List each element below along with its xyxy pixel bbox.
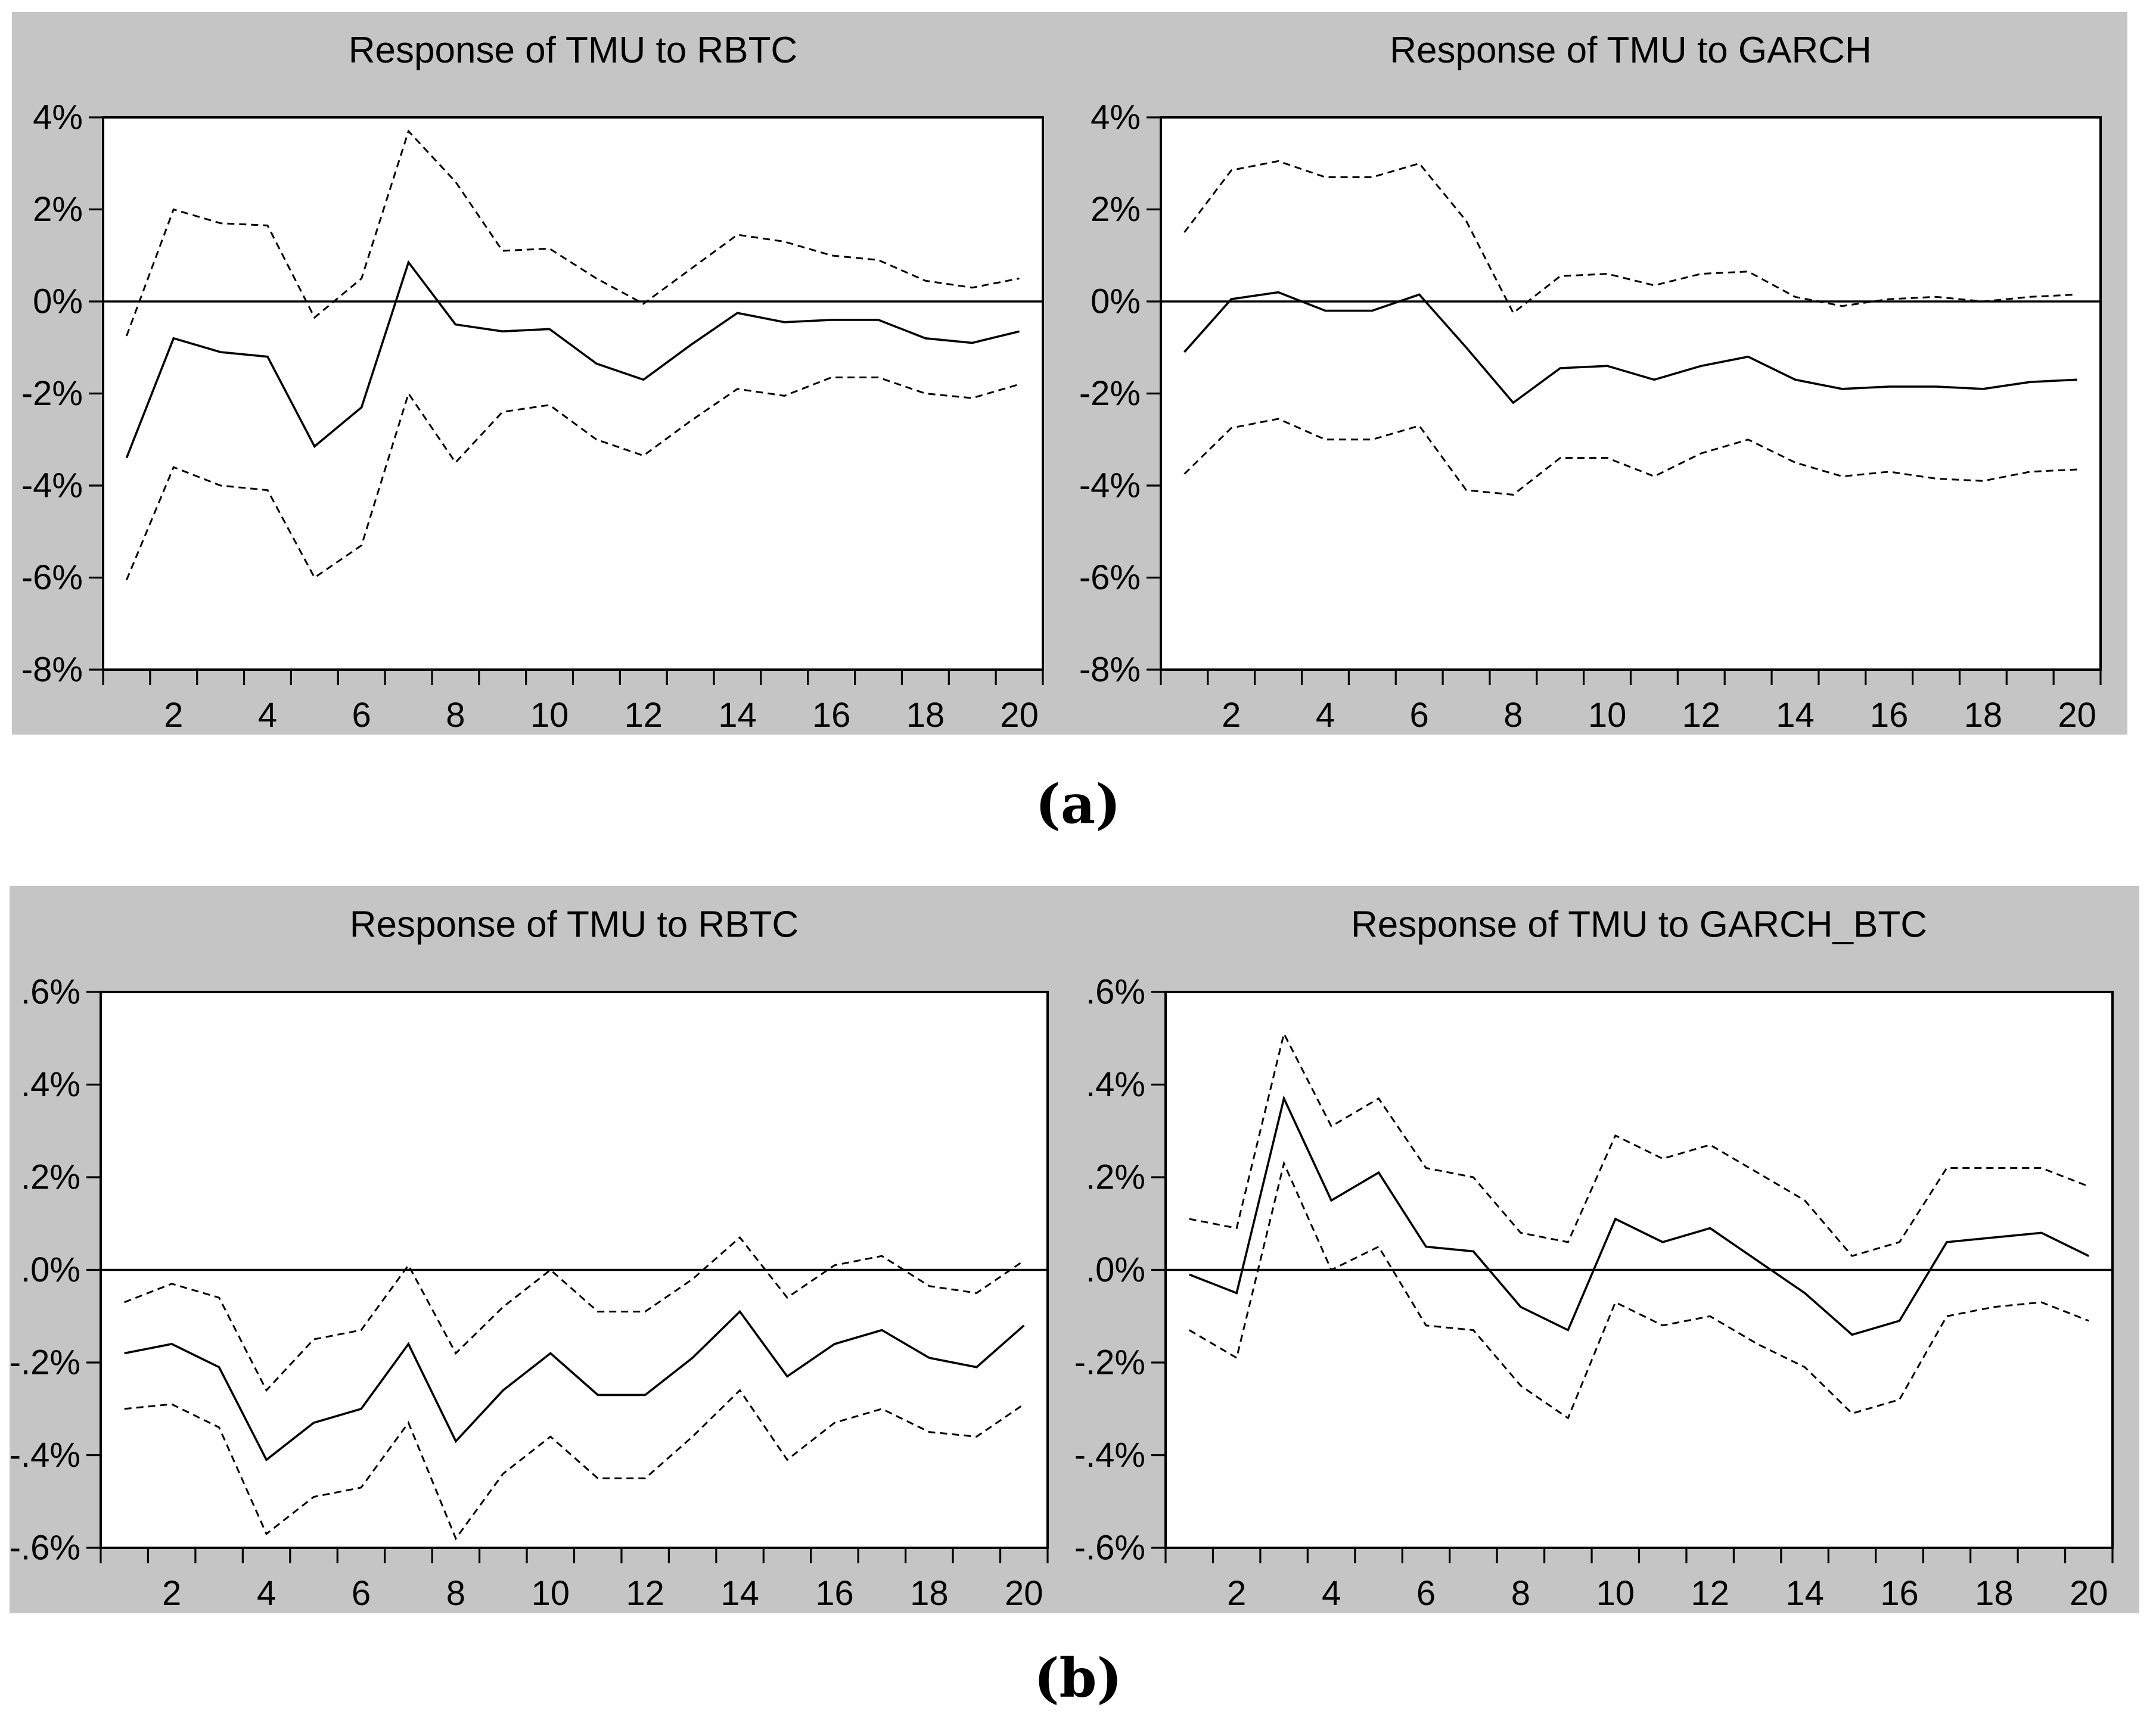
- y-tick-label: .2%: [21, 1158, 80, 1197]
- panel-a-label: (a): [1035, 773, 1121, 836]
- x-tick-label: 20: [2070, 1574, 2108, 1613]
- x-tick-label: 8: [1511, 1574, 1530, 1613]
- y-tick-label: 4%: [33, 98, 83, 137]
- x-tick-label: 8: [1503, 696, 1523, 735]
- chart-response-tmu-garch: Response of TMU to GARCH 4% 2% 0% -2% -4% -6% -…: [1070, 12, 2127, 735]
- panel-b: Response of TMU to RBTC .6% .4% .2% .0% -.2% -…: [10, 886, 2139, 1613]
- x-tick-label: 10: [532, 1574, 570, 1613]
- x-tick-label: 2: [162, 1574, 181, 1613]
- chart-title: Response of TMU to RBTC: [350, 904, 799, 945]
- chart-response-tmu-garch-btc: Response of TMU to GARCH_BTC .6% .4% .2% .0%…: [1074, 886, 2139, 1613]
- y-tick-label: .0%: [1086, 1251, 1145, 1289]
- y-tick-label: -.6%: [10, 1529, 80, 1567]
- y-tick-label: -2%: [1079, 374, 1141, 413]
- line-chart-tmu-rbtc-b: Response of TMU to RBTC .6% .4% .2% .0% -.2% -…: [10, 904, 1049, 1613]
- y-tick-label: .6%: [21, 973, 80, 1012]
- x-tick-label: 10: [530, 696, 569, 735]
- x-tick-label: 18: [1964, 696, 2003, 735]
- y-tick-label: .0%: [21, 1251, 80, 1289]
- x-tick-label: 20: [1005, 1574, 1043, 1613]
- x-tick-label: 6: [1410, 696, 1429, 735]
- x-tick-label: 2: [1222, 696, 1241, 735]
- x-tick-label: 18: [906, 696, 945, 735]
- x-tick-label: 14: [718, 696, 757, 735]
- x-tick-label: 20: [1000, 696, 1039, 735]
- plot-area: [102, 116, 1044, 671]
- plot-area: [1160, 116, 2102, 671]
- x-tick-label: 4: [1322, 1574, 1341, 1613]
- x-tick-label: 4: [257, 1574, 276, 1613]
- y-tick-label: -8%: [1079, 651, 1141, 689]
- x-tick-label: 4: [258, 696, 277, 735]
- y-tick-label: -.2%: [1074, 1343, 1145, 1382]
- y-tick-label: 4%: [1091, 98, 1141, 137]
- y-tick-label: -6%: [1079, 558, 1141, 597]
- series-lower-band: [126, 377, 1020, 580]
- series-response: [125, 260, 1020, 459]
- x-tick-label: 14: [1785, 1574, 1824, 1613]
- y-tick-label: 2%: [1091, 190, 1141, 229]
- y-tick-label: .6%: [1086, 973, 1145, 1012]
- series-upper-band: [1189, 1031, 2089, 1257]
- series-response: [124, 1309, 1025, 1462]
- panel-b-label: (b): [1033, 1647, 1123, 1710]
- x-tick-label: 10: [1596, 1574, 1635, 1613]
- chart-response-tmu-rbtc-b: Response of TMU to RBTC .6% .4% .2% .0% -.2% -…: [10, 886, 1074, 1613]
- x-tick-label: 18: [1975, 1574, 2014, 1613]
- x-tick-label: 12: [625, 696, 663, 735]
- x-tick-label: 20: [2058, 696, 2096, 735]
- y-tick-label: -.4%: [1074, 1436, 1145, 1475]
- x-tick-label: 2: [1227, 1574, 1246, 1613]
- chart-title: Response of TMU to RBTC: [349, 30, 797, 71]
- line-chart-tmu-garch: Response of TMU to GARCH 4% 2% 0% -2% -4% -6% -…: [1079, 30, 2102, 735]
- x-tick-label: 8: [446, 696, 465, 735]
- y-tick-label: -.6%: [1074, 1529, 1145, 1567]
- y-tick-label: -6%: [21, 558, 83, 597]
- x-tick-label: 12: [1691, 1574, 1729, 1613]
- series-upper-band: [125, 129, 1020, 337]
- x-tick-label: 16: [812, 696, 851, 735]
- x-tick-label: 6: [352, 1574, 371, 1613]
- chart-response-tmu-rbtc-a: Response of TMU to RBTC 4% 2% 0% -2% -4% -6% -8…: [12, 12, 1070, 735]
- x-tick-label: 8: [446, 1574, 465, 1613]
- chart-title: Response of TMU to GARCH: [1390, 30, 1872, 71]
- series-lower-band: [1183, 418, 2077, 496]
- panel-a: Response of TMU to RBTC 4% 2% 0% -2% -4% -6% -8…: [12, 12, 2127, 735]
- x-tick-label: 16: [815, 1574, 854, 1613]
- x-tick-label: 6: [352, 696, 371, 735]
- y-tick-label: 0%: [1091, 282, 1141, 321]
- y-tick-label: .4%: [1086, 1065, 1145, 1104]
- x-tick-label: 12: [1682, 696, 1721, 735]
- series-lower-band: [124, 1389, 1025, 1541]
- x-tick-label: 16: [1880, 1574, 1919, 1613]
- series-response: [1183, 291, 2077, 405]
- chart-title: Response of TMU to GARCH_BTC: [1351, 904, 1927, 945]
- y-tick-label: -2%: [21, 374, 83, 413]
- y-tick-label: -.4%: [10, 1436, 80, 1475]
- x-tick-label: 18: [910, 1574, 949, 1613]
- series-response: [1189, 1095, 2090, 1336]
- y-tick-label: .2%: [1086, 1158, 1145, 1197]
- y-tick-label: -.2%: [10, 1343, 80, 1382]
- y-tick-label: 0%: [33, 282, 83, 321]
- line-chart-tmu-rbtc-a: Response of TMU to RBTC 4% 2% 0% -2% -4% -6% -8…: [21, 30, 1044, 735]
- y-tick-label: .4%: [21, 1065, 80, 1104]
- x-tick-label: 2: [164, 696, 183, 735]
- y-tick-label: -8%: [21, 651, 83, 689]
- series-upper-band: [124, 1236, 1025, 1392]
- y-tick-label: -4%: [21, 466, 83, 505]
- series-upper-band: [1183, 160, 2077, 315]
- x-tick-label: 10: [1588, 696, 1627, 735]
- line-chart-tmu-garch-btc: Response of TMU to GARCH_BTC .6% .4% .2% .0%…: [1074, 904, 2114, 1613]
- x-tick-label: 12: [626, 1574, 664, 1613]
- x-tick-label: 14: [1776, 696, 1815, 735]
- x-tick-label: 4: [1316, 696, 1335, 735]
- y-tick-label: -4%: [1079, 466, 1141, 505]
- x-tick-label: 6: [1416, 1574, 1436, 1613]
- x-tick-label: 14: [720, 1574, 759, 1613]
- x-tick-label: 16: [1870, 696, 1909, 735]
- y-tick-label: 2%: [33, 190, 83, 229]
